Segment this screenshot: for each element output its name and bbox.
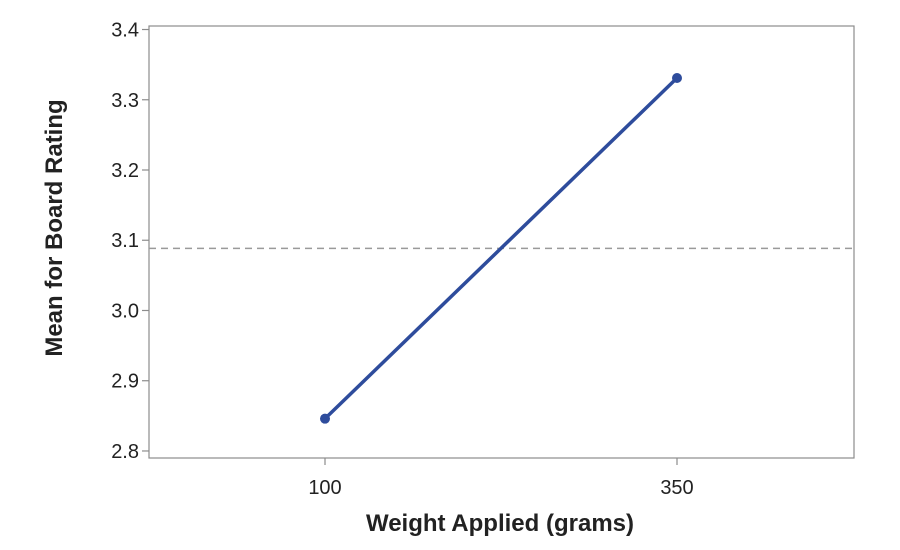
y-tick-label: 3.1 — [111, 230, 139, 252]
data-points — [320, 72, 682, 424]
y-axis-ticks: 2.8 2.9 3.0 3.1 3.2 3.3 3.4 — [111, 20, 149, 463]
data-point-350 — [672, 72, 682, 83]
plot-frame — [148, 25, 855, 459]
x-axis-ticks: 100 350 — [308, 458, 694, 499]
y-tick-label: 2.8 — [111, 441, 139, 463]
data-point-100 — [320, 413, 330, 424]
x-tick-label: 100 — [308, 477, 341, 499]
y-tick-label: 3.3 — [111, 90, 139, 112]
y-axis-title: Mean for Board Rating — [41, 99, 68, 356]
y-tick-label: 3.0 — [111, 300, 139, 322]
y-tick-label: 2.9 — [111, 371, 139, 393]
x-tick-label: 350 — [660, 477, 693, 499]
y-tick-label: 3.2 — [111, 160, 139, 182]
series-line — [323, 76, 679, 420]
y-tick-label: 3.4 — [111, 20, 139, 42]
x-axis-title: Weight Applied (grams) — [366, 510, 634, 537]
